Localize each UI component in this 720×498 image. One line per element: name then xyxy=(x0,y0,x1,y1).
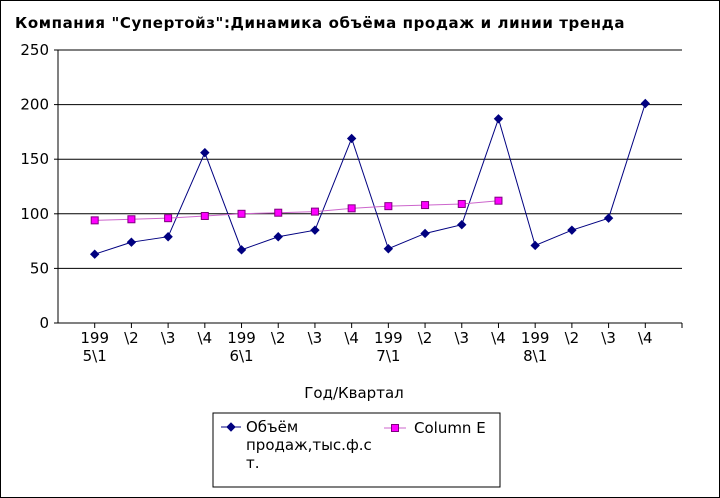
series-line-1 xyxy=(94,103,646,255)
y-tick-label: 100 xyxy=(20,205,49,223)
data-point xyxy=(420,228,430,239)
legend-marker-1 xyxy=(226,422,236,432)
x-tick-label: \2 xyxy=(418,329,433,347)
data-point xyxy=(236,245,247,255)
data-point xyxy=(383,244,394,254)
data-point xyxy=(384,202,393,211)
x-tick-label: 199 6\1 xyxy=(227,329,256,365)
data-point xyxy=(310,207,319,216)
x-tick-label: 199 8\1 xyxy=(521,329,550,365)
x-tick-label: \2 xyxy=(565,329,580,347)
y-tick-label: 250 xyxy=(20,41,49,59)
data-point xyxy=(164,214,173,223)
legend-box xyxy=(212,412,501,488)
data-point xyxy=(273,232,283,242)
chart-title: Компания "Супертойз":Динамика объёма про… xyxy=(15,14,625,32)
data-point xyxy=(346,133,357,144)
x-tick-label: \4 xyxy=(344,329,359,347)
x-tick-label: \4 xyxy=(198,329,213,347)
data-point xyxy=(237,209,246,218)
x-tick-label: \4 xyxy=(638,329,653,347)
data-point xyxy=(127,215,136,224)
data-point xyxy=(347,204,356,213)
y-tick-label: 150 xyxy=(20,150,49,168)
data-point xyxy=(493,114,504,124)
data-point xyxy=(126,237,137,247)
plot-area: 0 50 100 150 200 250 199 5\1 \2 \3 \4 199 6\1 \2 \3 \4 1… xyxy=(20,41,683,365)
x-tick-label: \3 xyxy=(601,329,616,347)
x-tick-label: \3 xyxy=(308,329,323,347)
x-tick-label: 199 5\1 xyxy=(80,329,109,365)
legend-marker-2 xyxy=(391,424,399,432)
x-tick-label: \4 xyxy=(491,329,506,347)
data-point xyxy=(274,208,283,217)
data-point xyxy=(640,98,651,109)
series-line-2 xyxy=(94,200,499,221)
legend-label-1: Объём продаж,тыс.ф.с т. xyxy=(246,418,372,472)
x-tick-label: \3 xyxy=(161,329,176,347)
data-point xyxy=(603,213,614,223)
data-point xyxy=(421,201,430,210)
data-point xyxy=(567,225,577,235)
x-tick-label: \2 xyxy=(124,329,139,347)
y-tick-label: 50 xyxy=(30,259,49,277)
data-point xyxy=(457,199,466,208)
data-point xyxy=(89,249,100,259)
x-tick-label: \2 xyxy=(271,329,286,347)
data-point xyxy=(310,225,320,235)
x-tick-label: \3 xyxy=(454,329,469,347)
data-point xyxy=(457,220,467,230)
x-axis-title: Год/Квартал xyxy=(304,384,403,402)
data-point xyxy=(494,196,503,205)
data-point xyxy=(200,147,210,158)
data-point xyxy=(200,211,209,220)
data-point xyxy=(90,216,99,225)
x-tick-label: 199 7\1 xyxy=(374,329,403,365)
legend: Объём продаж,тыс.ф.с т. Column E xyxy=(212,412,501,488)
y-tick-label: 0 xyxy=(39,314,49,332)
y-tick-label: 200 xyxy=(20,96,49,114)
legend-label-2: Column E xyxy=(414,419,486,437)
data-point xyxy=(163,232,173,242)
data-point xyxy=(530,240,540,251)
